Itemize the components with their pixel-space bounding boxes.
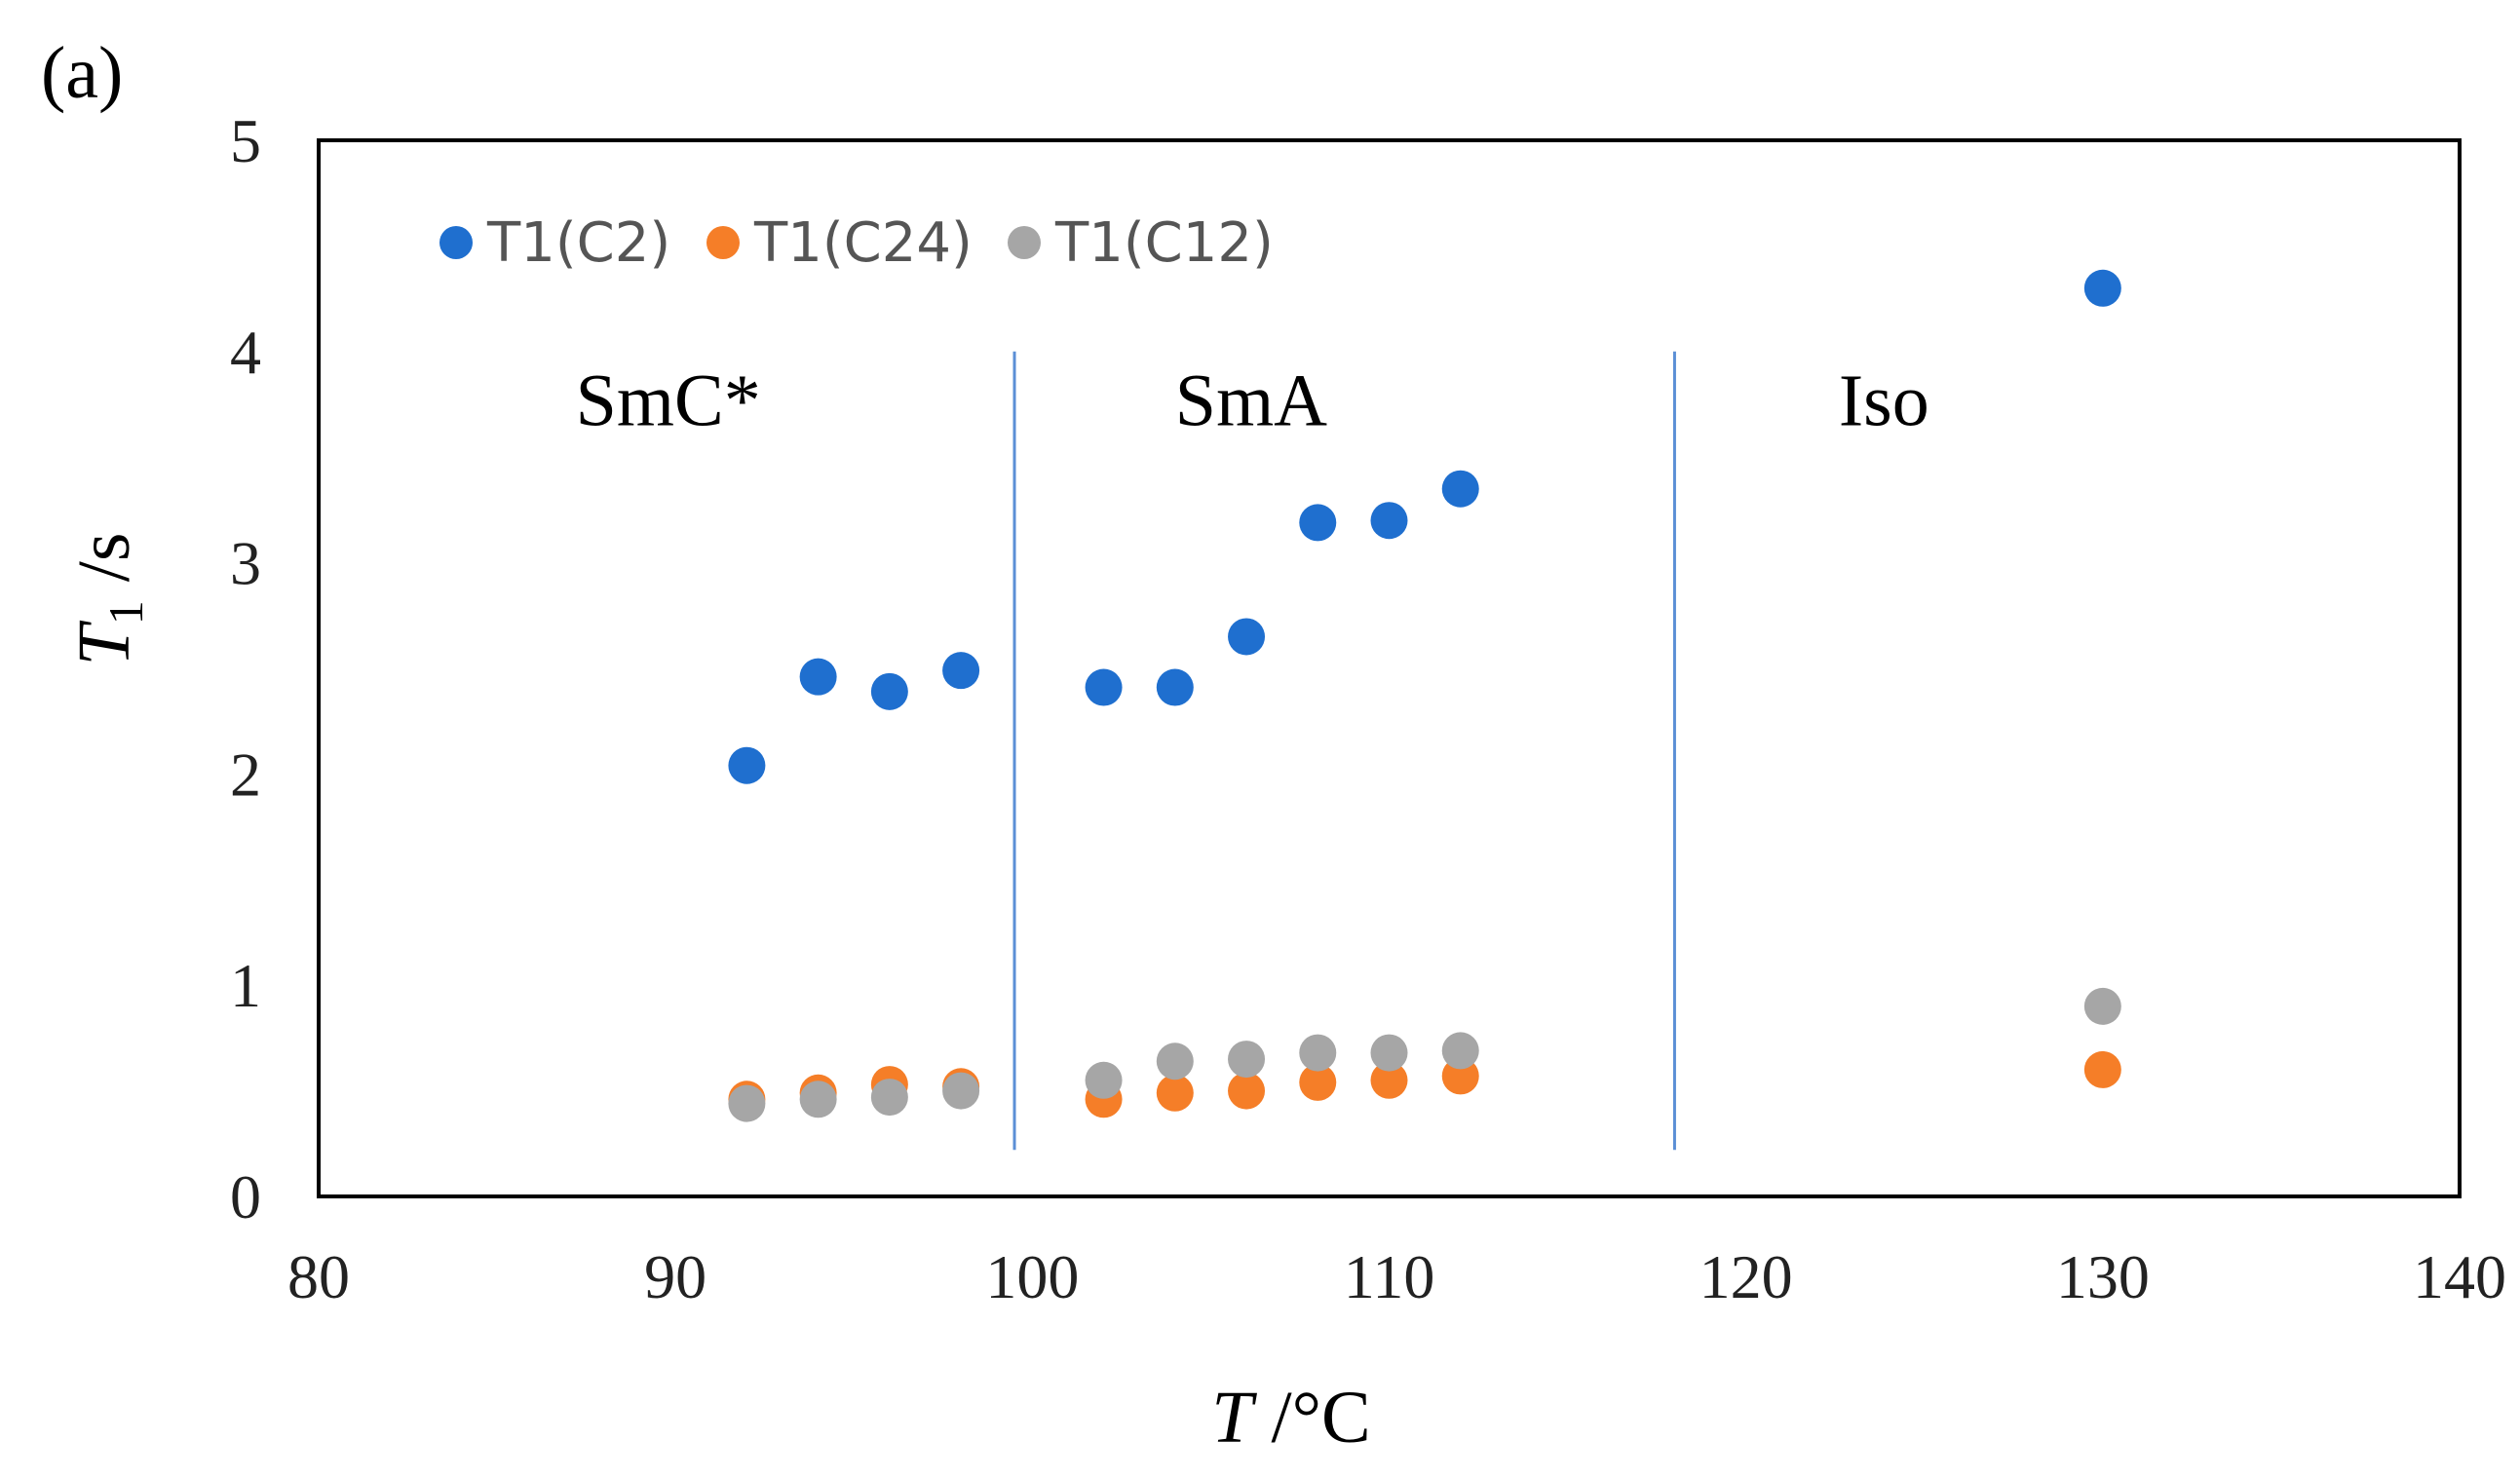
data-point [1441, 1032, 1479, 1070]
x-tick-label: 130 [2056, 1242, 2150, 1311]
data-point [1370, 1034, 1408, 1072]
y-tick-label: 3 [230, 529, 261, 598]
legend-label: T1(C12) [1054, 211, 1274, 275]
data-point [2083, 269, 2121, 307]
x-axis-title-symbol: T [1211, 1377, 1257, 1459]
region-label: Iso [1839, 360, 1929, 442]
data-point [1370, 502, 1408, 540]
y-tick-label: 2 [230, 739, 261, 809]
y-axis-title: T1 /s [63, 533, 153, 666]
legend-marker [706, 226, 740, 259]
data-point [2083, 987, 2121, 1025]
y-axis-title-unit: /s [63, 533, 145, 601]
legend-marker [439, 226, 473, 259]
region-label: SmC* [576, 360, 761, 442]
y-tick-label: 0 [230, 1162, 261, 1232]
plot-area [317, 138, 2462, 1198]
x-axis-ticks: 80 90 100 110 120 130 140 [287, 1242, 2506, 1311]
legend: T1(C2) T1(C24) T1(C12) [439, 211, 1274, 275]
data-point [1156, 1074, 1194, 1112]
data-point [1370, 1061, 1408, 1099]
series-group [728, 987, 2121, 1122]
y-axis-title-subscript: 1 [98, 600, 153, 625]
data-point [942, 652, 980, 690]
panel-label: (a) [41, 32, 123, 114]
data-point [1156, 668, 1194, 706]
region-label: SmA [1175, 360, 1327, 442]
data-point [728, 746, 766, 784]
data-point [942, 1072, 980, 1110]
plot-frame [317, 138, 2462, 1198]
data-point [1085, 668, 1123, 706]
data-point [1441, 470, 1479, 508]
data-point [1228, 1072, 1266, 1110]
y-tick-label: 5 [230, 106, 261, 175]
series-group [728, 1050, 2121, 1118]
data-point [799, 658, 837, 696]
x-tick-label: 110 [1344, 1242, 1435, 1311]
x-tick-label: 80 [287, 1242, 350, 1311]
data-point [870, 1079, 908, 1117]
data-point [1441, 1057, 1479, 1095]
data-point [1299, 1063, 1337, 1101]
x-tick-label: 100 [985, 1242, 1079, 1311]
data-point [870, 672, 908, 710]
x-tick-label: 90 [644, 1242, 706, 1311]
data-point [1299, 1034, 1337, 1072]
y-axis-ticks: 0 1 2 3 4 5 [230, 106, 261, 1232]
phase-boundaries [1012, 351, 1676, 1151]
data-point [728, 1084, 766, 1122]
x-tick-label: 120 [1699, 1242, 1793, 1311]
y-axis-title-symbol: T [63, 620, 145, 665]
data-series [728, 269, 2121, 1122]
y-tick-label: 4 [230, 318, 261, 387]
series-group [728, 269, 2121, 784]
data-point [1156, 1042, 1194, 1080]
legend-label: T1(C2) [486, 211, 670, 275]
data-point [1085, 1061, 1123, 1099]
data-point [799, 1080, 837, 1118]
legend-marker [1008, 226, 1041, 259]
x-axis-title: T /°C [1211, 1377, 1370, 1459]
legend-label: T1(C24) [753, 211, 973, 275]
data-point [2083, 1050, 2121, 1088]
x-tick-label: 140 [2413, 1242, 2506, 1311]
x-axis-title-unit: /°C [1253, 1377, 1371, 1459]
phase-region-labels: SmC* SmA Iso [576, 360, 1929, 442]
data-point [1228, 1041, 1266, 1079]
data-point [1228, 618, 1266, 656]
data-point [1299, 504, 1337, 542]
y-tick-label: 1 [230, 951, 261, 1020]
